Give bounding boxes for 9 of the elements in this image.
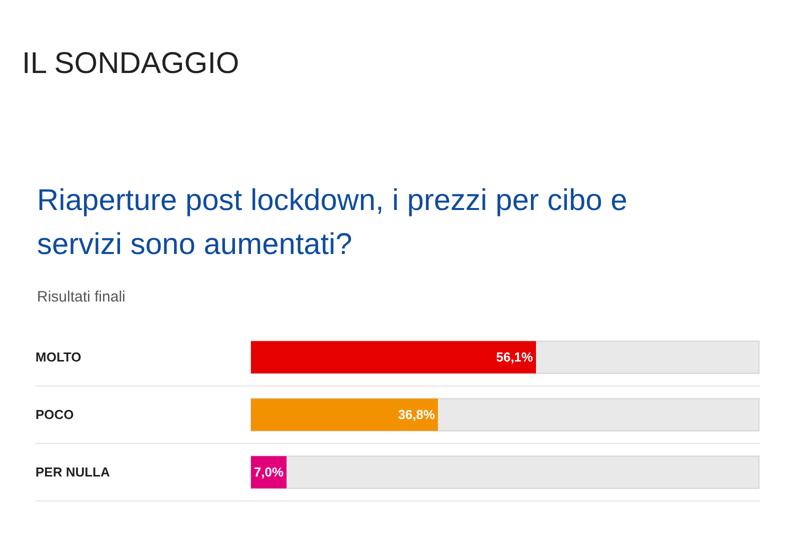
chart-subtitle: Riaperture post lockdown, i prezzi per cibo e servizi sono aumentati? — [37, 184, 628, 261]
y-tick-label: MOLTO — [36, 349, 82, 364]
y-tick-label: PER NULLA — [36, 464, 110, 480]
data-label: 36,8% — [398, 406, 436, 422]
data-label: 56,1% — [496, 349, 534, 364]
data-label: 7,0% — [254, 464, 284, 480]
y-tick-label: POCO — [36, 406, 74, 422]
chart-title: IL SONDAGGIO — [22, 47, 240, 80]
text: Risultati finali — [37, 288, 126, 306]
